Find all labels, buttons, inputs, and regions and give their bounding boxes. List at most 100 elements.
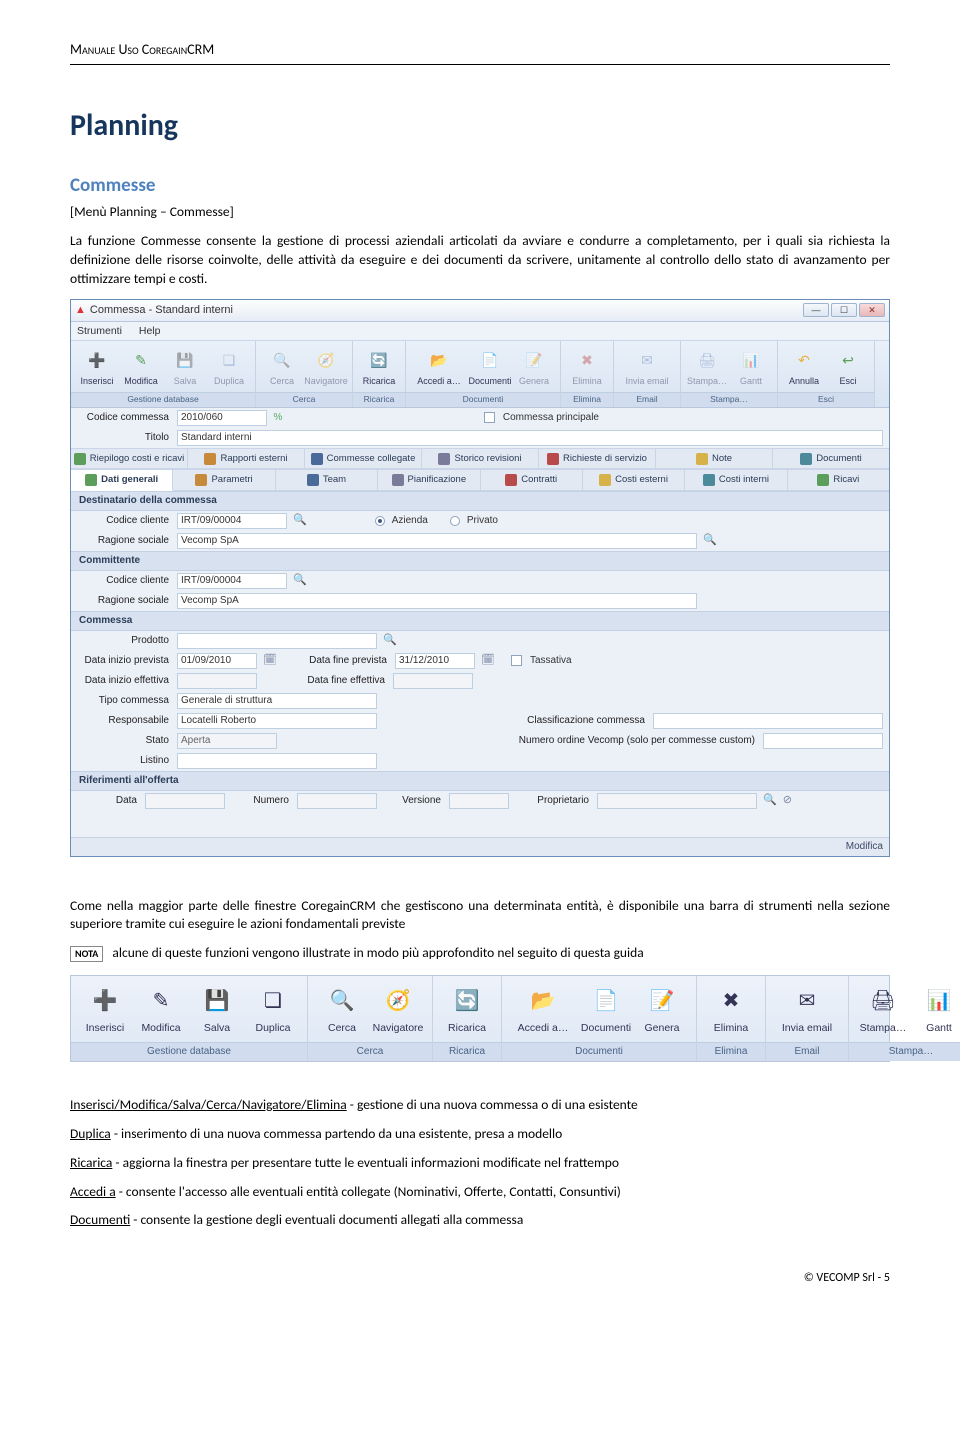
comm-ragione-input[interactable]: Vecomp SpA bbox=[177, 593, 697, 609]
accedi-a-button[interactable]: 📂Accedi a… bbox=[508, 982, 578, 1038]
invia-email-button[interactable]: ✉Invia email bbox=[618, 345, 676, 390]
stampa-button[interactable]: 🖨Stampa… bbox=[685, 345, 729, 390]
running-header: Manuale Uso CoregainCRM bbox=[70, 40, 890, 65]
modifica-icon: ✎ bbox=[144, 984, 178, 1018]
tassativa-checkbox[interactable] bbox=[511, 655, 522, 666]
elimina-button[interactable]: ✖Elimina bbox=[703, 982, 759, 1038]
classificazione-select[interactable] bbox=[653, 713, 883, 729]
calendar-icon[interactable]: 🗓 bbox=[263, 653, 277, 668]
menu-help[interactable]: Help bbox=[139, 325, 161, 337]
esci-button[interactable]: ↩Esci bbox=[826, 345, 870, 390]
privato-radio[interactable] bbox=[450, 516, 460, 526]
listino-select[interactable] bbox=[177, 753, 377, 769]
calendar-icon[interactable]: 🗓 bbox=[481, 653, 495, 668]
stato-select[interactable]: Aperta bbox=[177, 733, 277, 749]
dest-ragione-label: Ragione sociale bbox=[77, 534, 173, 548]
tab-documenti[interactable]: Documenti bbox=[773, 449, 889, 468]
search-icon[interactable]: 🔍 bbox=[383, 633, 397, 648]
invia-email-button[interactable]: ✉Invia email bbox=[772, 982, 842, 1038]
gantt-button[interactable]: 📊Gantt bbox=[911, 982, 960, 1038]
tab-team[interactable]: Team bbox=[276, 470, 378, 489]
menu-strumenti[interactable]: Strumenti bbox=[77, 325, 122, 337]
ribbon-item-label: Inserisci bbox=[80, 375, 113, 388]
documenti-button[interactable]: 📄Documenti bbox=[578, 982, 634, 1038]
ricarica-button[interactable]: 🔄Ricarica bbox=[439, 982, 495, 1038]
esci-icon: ↩ bbox=[835, 347, 861, 373]
stampa-button[interactable]: 🖨 Stampa… bbox=[855, 982, 911, 1038]
tab-parametri[interactable]: Parametri bbox=[173, 470, 275, 489]
tab-pianificazione[interactable]: Pianificazione bbox=[378, 470, 480, 489]
search-icon[interactable]: 🔍 bbox=[293, 513, 307, 528]
toolbar-group: 🔍Cerca🧭NavigatoreCerca bbox=[308, 976, 433, 1061]
tab-costi-esterni[interactable]: Costi esterni bbox=[583, 470, 685, 489]
toolbar-item-label: Ricarica bbox=[448, 1021, 486, 1036]
responsabile-select[interactable]: Locatelli Roberto bbox=[177, 713, 377, 729]
tab-contratti[interactable]: Contratti bbox=[481, 470, 583, 489]
tab-commesse-collegate[interactable]: Commesse collegate bbox=[305, 449, 422, 468]
titolo-input[interactable]: Standard interni bbox=[177, 430, 883, 446]
tabs-primary: Dati generaliParametriTeamPianificazione… bbox=[71, 469, 889, 490]
toolbar-group: 📂Accedi a…📄Documenti📝GeneraDocumenti bbox=[502, 976, 697, 1061]
ribbon-item-label: Navigatore bbox=[304, 375, 348, 388]
accedi-a-button[interactable]: 📂Accedi a… bbox=[410, 345, 468, 390]
maximize-button[interactable]: ☐ bbox=[831, 303, 857, 317]
documenti-button[interactable]: 📄Documenti bbox=[468, 345, 512, 390]
duplica-button[interactable]: ❏Duplica bbox=[207, 345, 251, 390]
ricarica-button[interactable]: 🔄Ricarica bbox=[357, 345, 401, 390]
toolbar-item-label: Stampa… bbox=[860, 1021, 907, 1036]
genera-button[interactable]: 📝Genera bbox=[512, 345, 556, 390]
tipo-commessa-select[interactable]: Generale di struttura bbox=[177, 693, 377, 709]
codice-commessa-input[interactable]: 2010/060 bbox=[177, 410, 267, 426]
cmd-line: Ricarica - aggiorna la finestra per pres… bbox=[70, 1154, 890, 1173]
cerca-button[interactable]: 🔍Cerca bbox=[314, 982, 370, 1038]
tab-rapporti-esterni[interactable]: Rapporti esterni bbox=[188, 449, 305, 468]
ribbon-item-label: Gantt bbox=[740, 375, 762, 388]
tab-note[interactable]: Note bbox=[656, 449, 773, 468]
tab-riepilogo-costi-e-ricavi[interactable]: Riepilogo costi e ricavi bbox=[71, 449, 188, 468]
salva-button[interactable]: 💾Salva bbox=[163, 345, 207, 390]
close-button[interactable]: ✕ bbox=[859, 303, 885, 317]
data-fine-p-label: Data fine prevista bbox=[281, 654, 391, 668]
minimize-button[interactable]: — bbox=[803, 303, 829, 317]
invia-email-icon: ✉ bbox=[634, 347, 660, 373]
genera-button[interactable]: 📝Genera bbox=[634, 982, 690, 1038]
ribbon-item-label: Accedi a… bbox=[417, 375, 461, 388]
ribbon-group: 🔄RicaricaRicarica bbox=[353, 341, 406, 406]
tab-richieste-di-servizio[interactable]: Richieste di servizio bbox=[539, 449, 656, 468]
commessa-principale-checkbox[interactable] bbox=[484, 412, 495, 423]
inserisci-button[interactable]: ➕Inserisci bbox=[75, 345, 119, 390]
navigatore-button[interactable]: 🧭Navigatore bbox=[370, 982, 426, 1038]
data-inizio-p-input[interactable]: 01/09/2010 bbox=[177, 653, 257, 669]
stampa-icon: 🖨 bbox=[866, 984, 900, 1018]
annulla-button[interactable]: ↶Annulla bbox=[782, 345, 826, 390]
tab-ricavi[interactable]: Ricavi bbox=[788, 470, 889, 489]
dest-ragione-input[interactable]: Vecomp SpA bbox=[177, 533, 697, 549]
comm-codice-input[interactable]: IRT/09/00004 bbox=[177, 573, 287, 589]
navigatore-button[interactable]: 🧭Navigatore bbox=[304, 345, 348, 390]
toolbar-group: 🖨 Stampa…📊Gantt Stampa… bbox=[849, 976, 960, 1061]
ordine-vecomp-input[interactable] bbox=[763, 733, 883, 749]
tab-costi-interni[interactable]: Costi interni bbox=[685, 470, 787, 489]
elimina-button[interactable]: ✖Elimina bbox=[565, 345, 609, 390]
cerca-button[interactable]: 🔍Cerca bbox=[260, 345, 304, 390]
search-icon[interactable]: 🔍 bbox=[703, 533, 717, 548]
duplica-button[interactable]: ❏Duplica bbox=[245, 982, 301, 1038]
tab-dati-generali[interactable]: Dati generali bbox=[71, 470, 173, 490]
ribbon-item-label: Genera bbox=[519, 375, 549, 388]
clear-icon[interactable]: ⊘ bbox=[783, 793, 792, 808]
dest-codice-input[interactable]: IRT/09/00004 bbox=[177, 513, 287, 529]
tab-storico-revisioni[interactable]: Storico revisioni bbox=[422, 449, 539, 468]
search-icon[interactable]: 🔍 bbox=[293, 573, 307, 588]
inserisci-button[interactable]: ➕Inserisci bbox=[77, 982, 133, 1038]
azienda-radio[interactable] bbox=[375, 516, 385, 526]
salva-button[interactable]: 💾Salva bbox=[189, 982, 245, 1038]
ribbon-group: 📂Accedi a…📄Documenti📝GeneraDocumenti bbox=[406, 341, 561, 406]
toolbar-item-label: Documenti bbox=[581, 1021, 631, 1036]
modifica-button[interactable]: ✎Modifica bbox=[119, 345, 163, 390]
modifica-button[interactable]: ✎Modifica bbox=[133, 982, 189, 1038]
search-icon[interactable]: 🔍 bbox=[763, 793, 777, 808]
tab-icon bbox=[204, 453, 216, 465]
gantt-button[interactable]: 📊Gantt bbox=[729, 345, 773, 390]
data-fine-p-input[interactable]: 31/12/2010 bbox=[395, 653, 475, 669]
prodotto-input[interactable] bbox=[177, 633, 377, 649]
